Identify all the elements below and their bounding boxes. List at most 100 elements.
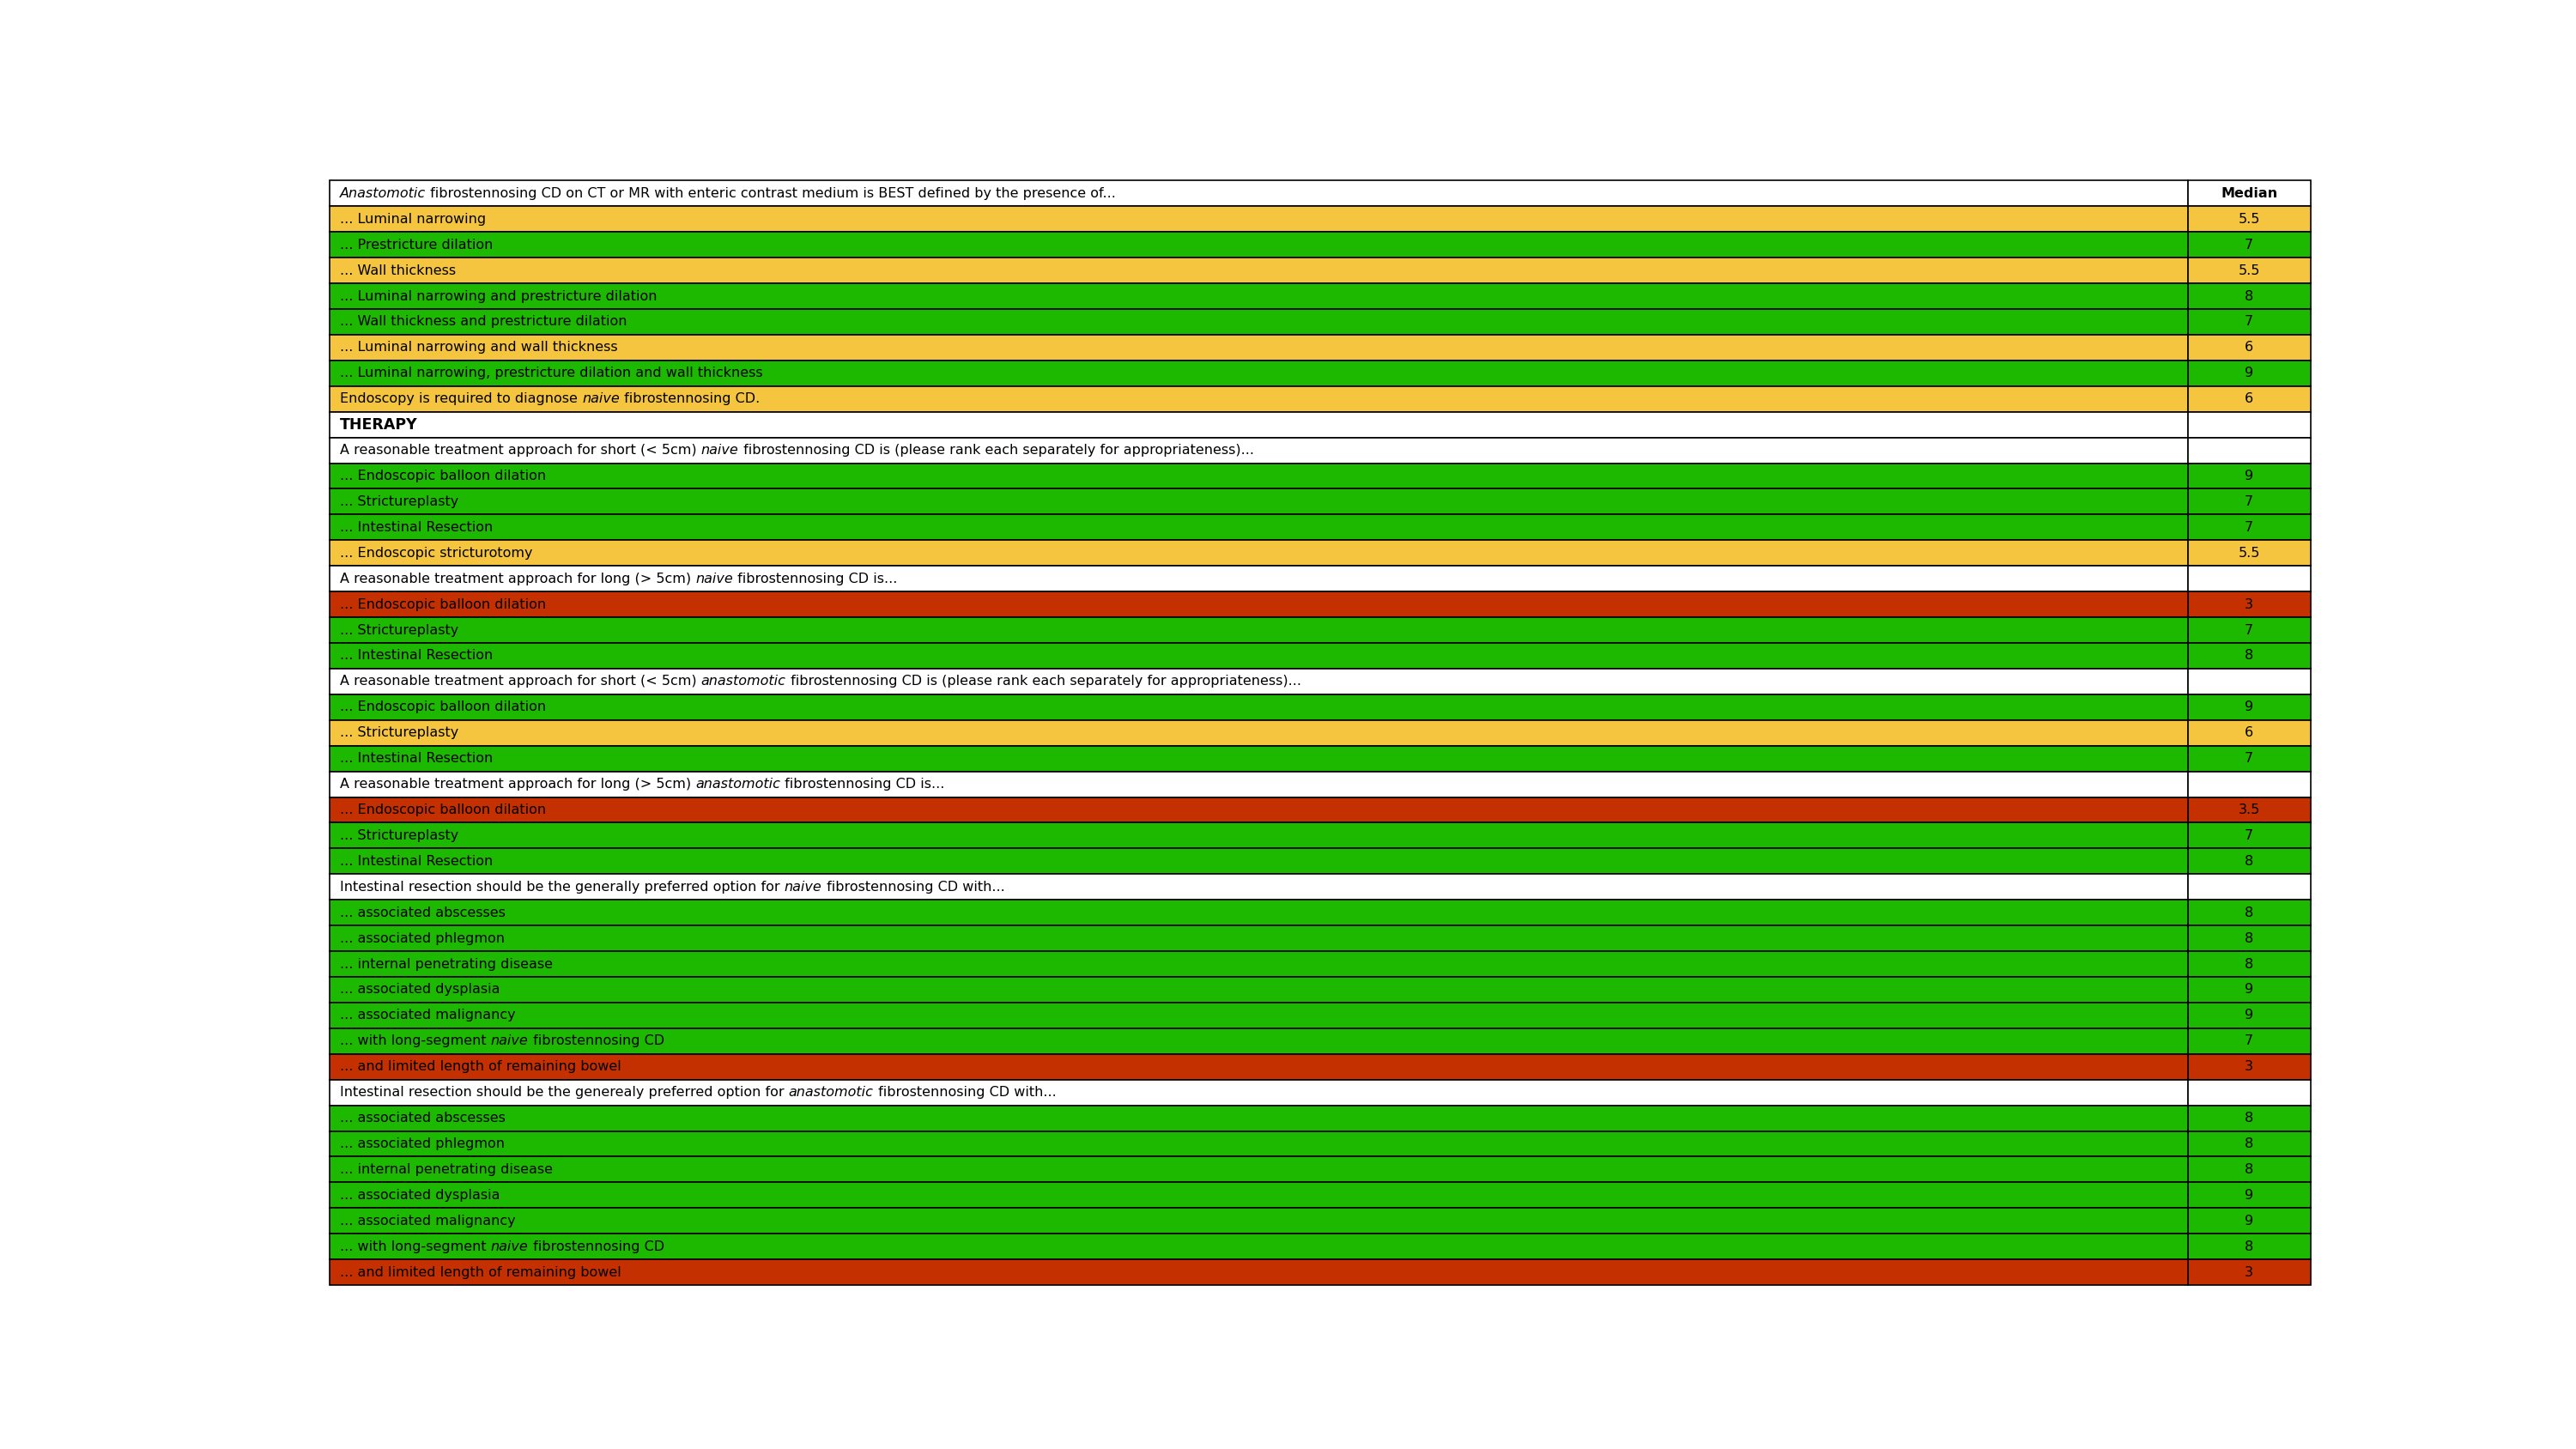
Text: ... Wall thickness: ... Wall thickness bbox=[340, 264, 456, 277]
Text: 5.5: 5.5 bbox=[2239, 264, 2259, 277]
Bar bbox=[2187, 797, 2311, 823]
Bar bbox=[2187, 926, 2311, 951]
Text: ... internal penetrating disease: ... internal penetrating disease bbox=[340, 958, 554, 971]
Text: ... associated abscesses: ... associated abscesses bbox=[340, 906, 505, 919]
Bar bbox=[330, 771, 2187, 797]
Text: 8: 8 bbox=[2244, 1111, 2254, 1124]
Text: ... Intestinal Resection: ... Intestinal Resection bbox=[340, 649, 492, 662]
Bar bbox=[2187, 1233, 2311, 1259]
Bar bbox=[330, 488, 2187, 514]
Bar bbox=[2187, 412, 2311, 438]
Text: 7: 7 bbox=[2244, 316, 2254, 329]
Text: ... internal penetrating disease: ... internal penetrating disease bbox=[340, 1164, 554, 1177]
Bar bbox=[330, 464, 2187, 488]
Bar bbox=[330, 720, 2187, 746]
Bar bbox=[330, 617, 2187, 643]
Text: 3.5: 3.5 bbox=[2239, 804, 2259, 816]
Text: ... Prestricture dilation: ... Prestricture dilation bbox=[340, 238, 492, 251]
Bar bbox=[330, 643, 2187, 668]
Bar bbox=[2187, 1003, 2311, 1029]
Text: Intestinal resection should be the generealy preferred option for: Intestinal resection should be the gener… bbox=[340, 1087, 788, 1098]
Text: Endoscopy is required to diagnose: Endoscopy is required to diagnose bbox=[340, 393, 582, 406]
Bar bbox=[330, 1132, 2187, 1156]
Bar bbox=[2187, 849, 2311, 874]
Bar bbox=[330, 1156, 2187, 1182]
Bar bbox=[2187, 438, 2311, 464]
Text: ... Luminal narrowing: ... Luminal narrowing bbox=[340, 213, 487, 226]
Bar bbox=[330, 746, 2187, 771]
Text: 9: 9 bbox=[2244, 1214, 2254, 1227]
Text: naive: naive bbox=[582, 393, 621, 406]
Text: 8: 8 bbox=[2244, 1240, 2254, 1253]
Text: ... Endoscopic balloon dilation: ... Endoscopic balloon dilation bbox=[340, 469, 546, 483]
Text: fibrostennosing CD: fibrostennosing CD bbox=[528, 1240, 665, 1253]
Text: Intestinal resection should be the generally preferred option for: Intestinal resection should be the gener… bbox=[340, 881, 786, 894]
Bar bbox=[2187, 1029, 2311, 1053]
Bar bbox=[2187, 1132, 2311, 1156]
Text: fibrostennosing CD with...: fibrostennosing CD with... bbox=[822, 881, 1005, 894]
Text: fibrostennosing CD is...: fibrostennosing CD is... bbox=[734, 572, 896, 585]
Text: A reasonable treatment approach for short (< 5cm): A reasonable treatment approach for shor… bbox=[340, 675, 701, 688]
Bar bbox=[2187, 206, 2311, 232]
Bar bbox=[2187, 181, 2311, 206]
Bar bbox=[330, 567, 2187, 591]
Bar bbox=[330, 385, 2187, 412]
Text: naive: naive bbox=[492, 1240, 528, 1253]
Bar bbox=[330, 1208, 2187, 1233]
Bar bbox=[330, 1053, 2187, 1080]
Text: A reasonable treatment approach for long (> 5cm): A reasonable treatment approach for long… bbox=[340, 572, 696, 585]
Text: ... Strictureplasty: ... Strictureplasty bbox=[340, 496, 459, 509]
Text: 7: 7 bbox=[2244, 752, 2254, 765]
Bar bbox=[330, 1003, 2187, 1029]
Bar bbox=[2187, 335, 2311, 361]
Text: ... associated dysplasia: ... associated dysplasia bbox=[340, 984, 500, 995]
Text: fibrostennosing CD: fibrostennosing CD bbox=[528, 1035, 665, 1048]
Text: 3: 3 bbox=[2244, 1266, 2254, 1278]
Text: 6: 6 bbox=[2244, 393, 2254, 406]
Bar bbox=[2187, 309, 2311, 335]
Text: naive: naive bbox=[701, 443, 739, 456]
Text: Anastomotic: Anastomotic bbox=[340, 187, 425, 200]
Text: ... and limited length of remaining bowel: ... and limited length of remaining bowe… bbox=[340, 1061, 621, 1074]
Text: ... with long-segment: ... with long-segment bbox=[340, 1240, 492, 1253]
Text: ... Strictureplasty: ... Strictureplasty bbox=[340, 726, 459, 739]
Text: 5.5: 5.5 bbox=[2239, 213, 2259, 226]
Bar bbox=[2187, 258, 2311, 284]
Bar bbox=[2187, 232, 2311, 258]
Text: ... Luminal narrowing and wall thickness: ... Luminal narrowing and wall thickness bbox=[340, 341, 618, 354]
Bar bbox=[2187, 1053, 2311, 1080]
Text: 9: 9 bbox=[2244, 1009, 2254, 1022]
Text: ... associated dysplasia: ... associated dysplasia bbox=[340, 1188, 500, 1201]
Text: 5.5: 5.5 bbox=[2239, 546, 2259, 559]
Bar bbox=[330, 951, 2187, 977]
Bar bbox=[2187, 823, 2311, 849]
Bar bbox=[330, 849, 2187, 874]
Text: 8: 8 bbox=[2244, 1137, 2254, 1151]
Text: 8: 8 bbox=[2244, 1164, 2254, 1177]
Text: ... Intestinal Resection: ... Intestinal Resection bbox=[340, 752, 492, 765]
Text: Median: Median bbox=[2221, 187, 2277, 200]
Text: A reasonable treatment approach for long (> 5cm): A reasonable treatment approach for long… bbox=[340, 778, 696, 791]
Text: ... Strictureplasty: ... Strictureplasty bbox=[340, 829, 459, 842]
Text: 7: 7 bbox=[2244, 496, 2254, 509]
Bar bbox=[330, 977, 2187, 1003]
Bar bbox=[2187, 1208, 2311, 1233]
Bar bbox=[330, 694, 2187, 720]
Bar bbox=[330, 412, 2187, 438]
Text: 9: 9 bbox=[2244, 367, 2254, 380]
Text: 9: 9 bbox=[2244, 1188, 2254, 1201]
Text: 8: 8 bbox=[2244, 649, 2254, 662]
Bar bbox=[330, 1029, 2187, 1053]
Bar bbox=[2187, 900, 2311, 926]
Text: ... and limited length of remaining bowel: ... and limited length of remaining bowe… bbox=[340, 1266, 621, 1278]
Text: 7: 7 bbox=[2244, 238, 2254, 251]
Text: 8: 8 bbox=[2244, 932, 2254, 945]
Text: ... Luminal narrowing and prestricture dilation: ... Luminal narrowing and prestricture d… bbox=[340, 290, 657, 303]
Bar bbox=[2187, 1259, 2311, 1285]
Text: anastomotic: anastomotic bbox=[696, 778, 781, 791]
Bar bbox=[2187, 874, 2311, 900]
Text: 9: 9 bbox=[2244, 701, 2254, 713]
Bar bbox=[330, 900, 2187, 926]
Text: 7: 7 bbox=[2244, 623, 2254, 636]
Bar bbox=[330, 361, 2187, 385]
